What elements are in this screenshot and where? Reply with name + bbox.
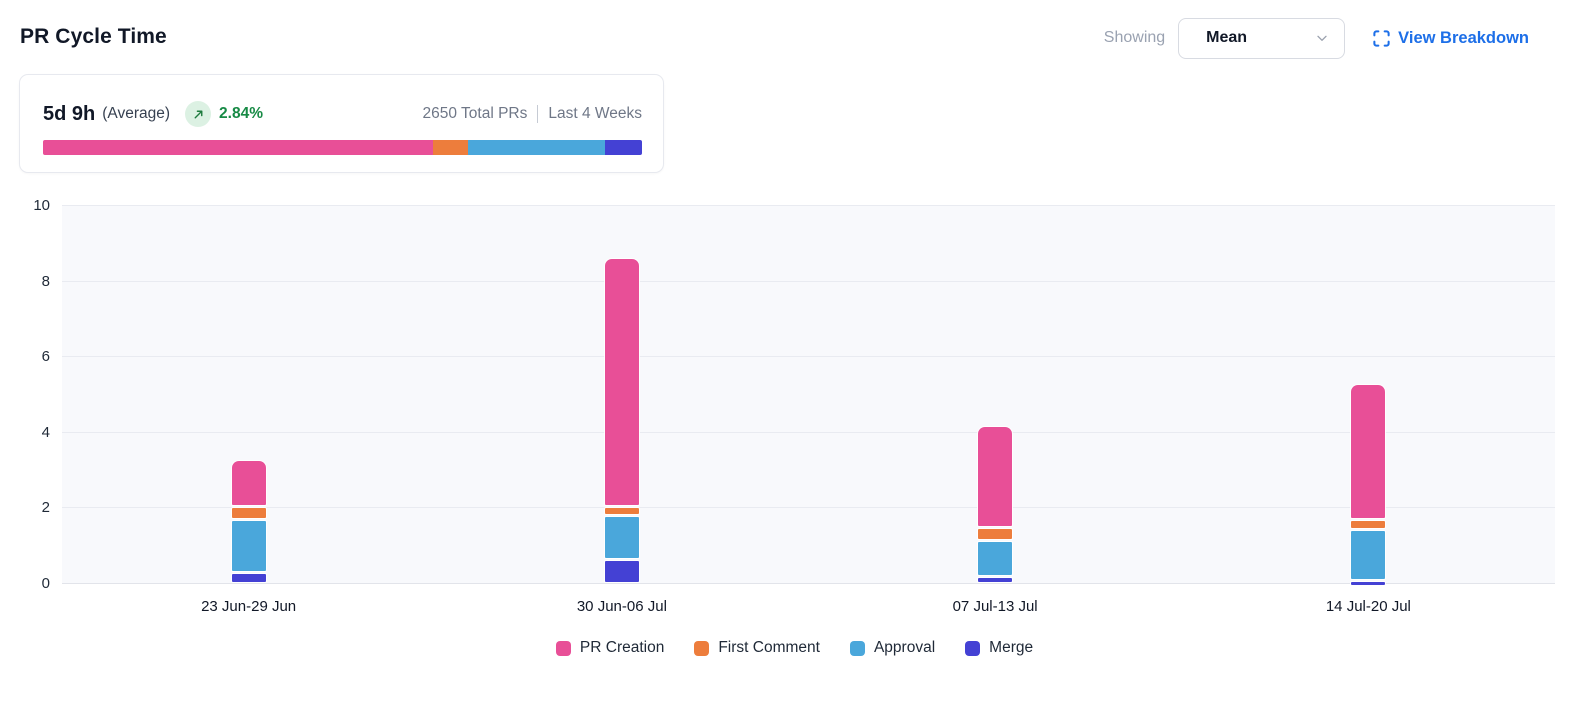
distribution-segment-pr-creation [43,140,433,155]
distribution-segment-approval [468,140,606,155]
view-breakdown-link[interactable]: View Breakdown [1372,29,1529,48]
chevron-down-icon [1314,30,1330,46]
legend-item-approval[interactable]: Approval [849,639,936,657]
x-tick-label-week3: 07 Jul-13 Jul [952,598,1038,615]
legend-label: Merge [989,639,1034,656]
legend-swatch-icon [555,640,571,656]
legend-swatch-icon [849,640,865,656]
metric-select[interactable]: Mean [1178,17,1346,59]
trend-percent: 2.84% [219,105,263,122]
distribution-segment-first-comment [432,140,469,155]
summary-card: 5d 9h (Average) 2.84% 2650 Total PRs Las… [19,74,664,173]
page-title: PR Cycle Time [20,25,167,48]
bar-first-comment-week2[interactable] [604,508,639,515]
y-tick-label-8: 8 [41,272,50,290]
bar-pr-creation-week1[interactable] [231,460,266,505]
legend-item-first-comment[interactable]: First Comment [694,639,820,657]
legend-item-pr-creation[interactable]: PR Creation [555,639,665,657]
bar-merge-week3[interactable] [978,577,1013,583]
x-tick-label-week2: 30 Jun-06 Jul [576,598,667,615]
bar-pr-creation-week2[interactable] [604,258,639,505]
distribution-bar [43,140,642,155]
y-tick-label-0: 0 [41,575,50,592]
bar-merge-week4[interactable] [1351,581,1386,585]
bar-merge-week1[interactable] [231,574,266,583]
showing-label: Showing [1103,29,1166,46]
legend-swatch-icon [694,640,710,656]
period-label: Last 4 Weeks [548,105,642,122]
bar-pr-creation-week4[interactable] [1351,384,1386,518]
legend-item-merge[interactable]: Merge [965,639,1033,657]
y-tick-label-4: 4 [41,423,50,441]
header-controls: Showing Mean View Breakdown [1104,17,1529,59]
summary-row: 5d 9h (Average) 2.84% 2650 Total PRs Las… [43,101,642,127]
total-prs: 2650 Total PRs [422,105,528,122]
y-tick-label-10: 10 [33,197,50,214]
x-tick-label-week1: 23 Jun-29 Jun [201,598,297,615]
y-tick-label-2: 2 [41,499,50,517]
metric-select-value: Mean [1206,29,1248,46]
legend-swatch-icon [965,640,981,656]
bar-first-comment-week1[interactable] [231,508,266,519]
gridline-y8 [62,280,1555,282]
view-breakdown-label: View Breakdown [1398,28,1529,47]
trend-up-icon [185,101,212,127]
gridline-y10 [62,205,1555,206]
chart-plot-area [62,205,1555,584]
bar-pr-creation-week3[interactable] [978,426,1013,526]
y-tick-label-6: 6 [41,348,50,366]
x-tick-label-week4: 14 Jul-20 Jul [1325,598,1411,615]
average-label: (Average) [102,105,171,122]
gridline-y6 [62,356,1555,358]
bar-first-comment-week3[interactable] [978,528,1013,540]
bar-merge-week2[interactable] [604,560,639,583]
meta-divider [537,105,539,123]
distribution-segment-merge [605,140,642,155]
bar-approval-week3[interactable] [978,542,1013,575]
bar-first-comment-week4[interactable] [1351,520,1386,528]
gridline-y0 [62,583,1555,584]
gridline-y4 [62,431,1555,433]
bar-approval-week2[interactable] [604,517,639,558]
bar-approval-week1[interactable] [231,521,266,572]
summary-meta: 2650 Total PRs Last 4 Weeks [423,105,642,123]
legend-label: Approval [873,639,936,656]
expand-icon [1372,29,1391,48]
gridline-y2 [62,507,1555,509]
legend-label: PR Creation [579,639,665,656]
legend-label: First Comment [718,639,820,656]
bar-approval-week4[interactable] [1351,530,1386,579]
chart-legend: PR Creation First Comment Approval Merge [0,639,1589,657]
average-value: 5d 9h [43,102,96,125]
